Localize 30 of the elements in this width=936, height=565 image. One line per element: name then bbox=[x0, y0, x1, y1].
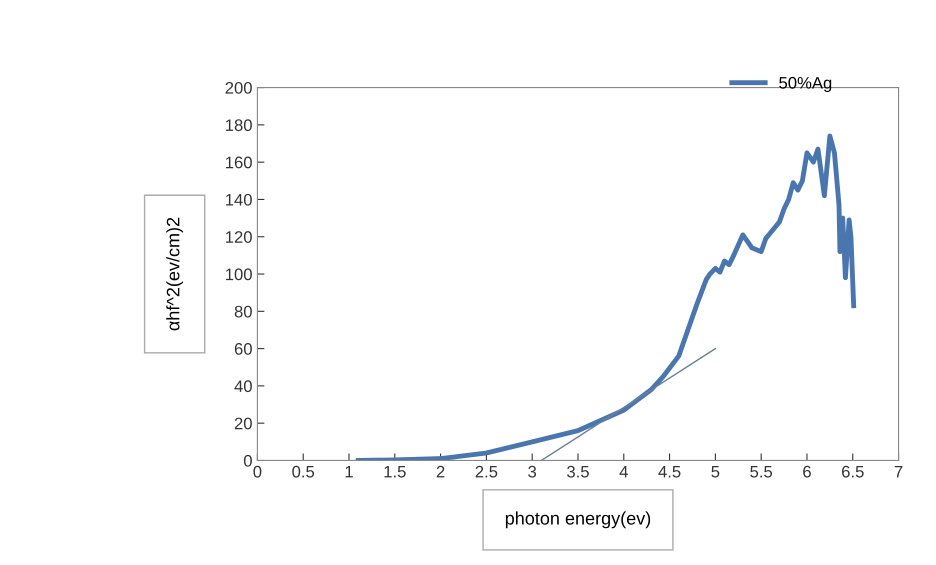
x-tick-label: 1 bbox=[346, 466, 353, 478]
x-tick-label: 6 bbox=[803, 466, 811, 478]
line-series bbox=[356, 134, 856, 460]
y-tick-label: 140 bbox=[226, 194, 252, 206]
x-tick-label: 0 bbox=[253, 466, 262, 478]
x-tick-label: 5.5 bbox=[750, 466, 772, 478]
y-tick-label: 160 bbox=[226, 156, 252, 168]
y-tick-label: 200 bbox=[226, 82, 252, 94]
y-tick-label: 80 bbox=[234, 306, 252, 318]
y-tick-label: 180 bbox=[226, 119, 252, 132]
x-tick-label: 5 bbox=[711, 466, 720, 478]
x-axis-title: photon energy(ev) bbox=[506, 511, 650, 528]
y-tick-label: 120 bbox=[226, 231, 252, 243]
y-tick-label: 20 bbox=[234, 418, 252, 430]
y-tick-label: 100 bbox=[226, 268, 252, 280]
y-tick-label: 0 bbox=[244, 454, 252, 467]
x-tick-label: 0.5 bbox=[292, 466, 314, 478]
y-axis-title: αhf^2(ev/cm)2 bbox=[166, 218, 184, 330]
x-tick-label: 2 bbox=[436, 466, 444, 478]
x-tick-label: 2.5 bbox=[476, 466, 498, 478]
x-tick-label: 3.5 bbox=[567, 466, 589, 478]
x-tick-label: 4.5 bbox=[658, 466, 680, 478]
x-tick-label: 3 bbox=[528, 466, 536, 478]
x-tick-label: 4 bbox=[620, 466, 628, 478]
y-tick-label: 40 bbox=[234, 380, 252, 392]
x-tick-label: 1.5 bbox=[384, 466, 406, 478]
y-tick-label: 60 bbox=[234, 343, 252, 355]
x-tick-label: 7 bbox=[894, 466, 902, 478]
legend-label: 50%Ag bbox=[779, 76, 832, 92]
x-tick-label: 6.5 bbox=[842, 466, 864, 478]
